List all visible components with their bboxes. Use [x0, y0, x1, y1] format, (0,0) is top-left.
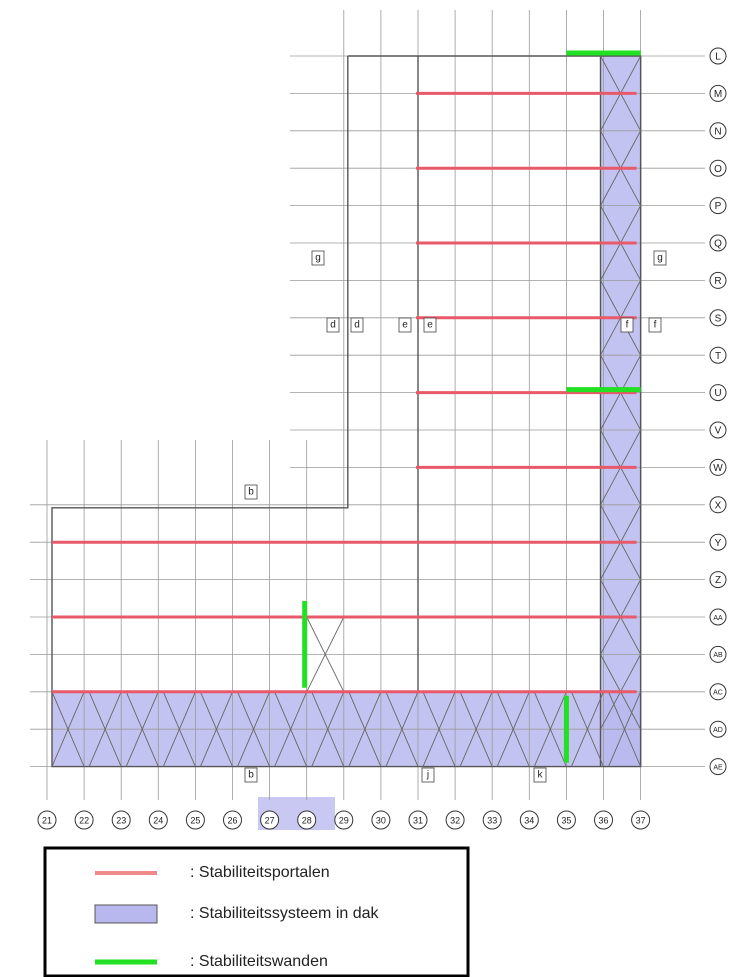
- legend-label: : Stabiliteitswanden: [190, 953, 328, 970]
- row-label: M: [714, 89, 722, 100]
- structural-plan: L M N O P Q R S T U V W X Y Z AA AB AC AD AE 21 22 23 24 25 26 27 2…: [0, 0, 750, 977]
- row-label: O: [714, 164, 722, 175]
- row-label: AC: [713, 690, 723, 697]
- legend-blue-swatch: [95, 905, 157, 923]
- row-label: Z: [715, 575, 721, 586]
- column-label: 29: [339, 815, 349, 825]
- section-mark: g: [315, 253, 321, 264]
- row-label: Q: [714, 239, 722, 250]
- section-mark: d: [330, 320, 336, 331]
- row-label: X: [715, 500, 722, 511]
- column-label: 27: [265, 815, 275, 825]
- row-label: Y: [715, 538, 722, 549]
- column-label: 30: [376, 815, 386, 825]
- column-label: 32: [450, 815, 460, 825]
- column-label: 33: [487, 815, 497, 825]
- row-label: S: [715, 313, 722, 324]
- row-label: AD: [713, 727, 723, 734]
- row-label: AE: [713, 764, 723, 771]
- section-mark: e: [427, 320, 433, 331]
- row-label: L: [715, 52, 721, 63]
- section-mark: g: [657, 253, 663, 264]
- section-mark: f: [654, 320, 657, 331]
- column-label: 24: [153, 815, 163, 825]
- section-mark: d: [354, 320, 360, 331]
- column-label: 28: [302, 815, 312, 825]
- row-label: R: [714, 276, 721, 287]
- legend-label: : Stabiliteitssysteem in dak: [190, 905, 380, 922]
- column-label: 25: [190, 815, 200, 825]
- section-mark: b: [248, 770, 254, 781]
- column-label: 34: [524, 815, 534, 825]
- section-mark: f: [626, 320, 629, 331]
- section-mark: b: [248, 487, 254, 498]
- column-label: 23: [116, 815, 126, 825]
- column-label: 37: [636, 815, 646, 825]
- row-label: U: [714, 388, 721, 399]
- row-label: AB: [713, 652, 723, 659]
- row-label: AA: [713, 615, 723, 622]
- roof-system: [601, 56, 642, 767]
- column-label: 35: [561, 815, 571, 825]
- section-mark: j: [426, 770, 429, 781]
- column-label: 31: [413, 815, 423, 825]
- column-label: 26: [227, 815, 237, 825]
- column-label: 22: [79, 815, 89, 825]
- column-label: 21: [42, 815, 52, 825]
- section-mark: e: [402, 320, 408, 331]
- building-outline: [52, 56, 641, 767]
- row-label: N: [714, 126, 721, 137]
- row-label: W: [713, 463, 723, 474]
- column-label: 36: [598, 815, 608, 825]
- row-label: P: [715, 201, 722, 212]
- row-label: T: [715, 351, 721, 362]
- legend-label: : Stabiliteitsportalen: [190, 864, 330, 881]
- row-label: V: [715, 426, 722, 437]
